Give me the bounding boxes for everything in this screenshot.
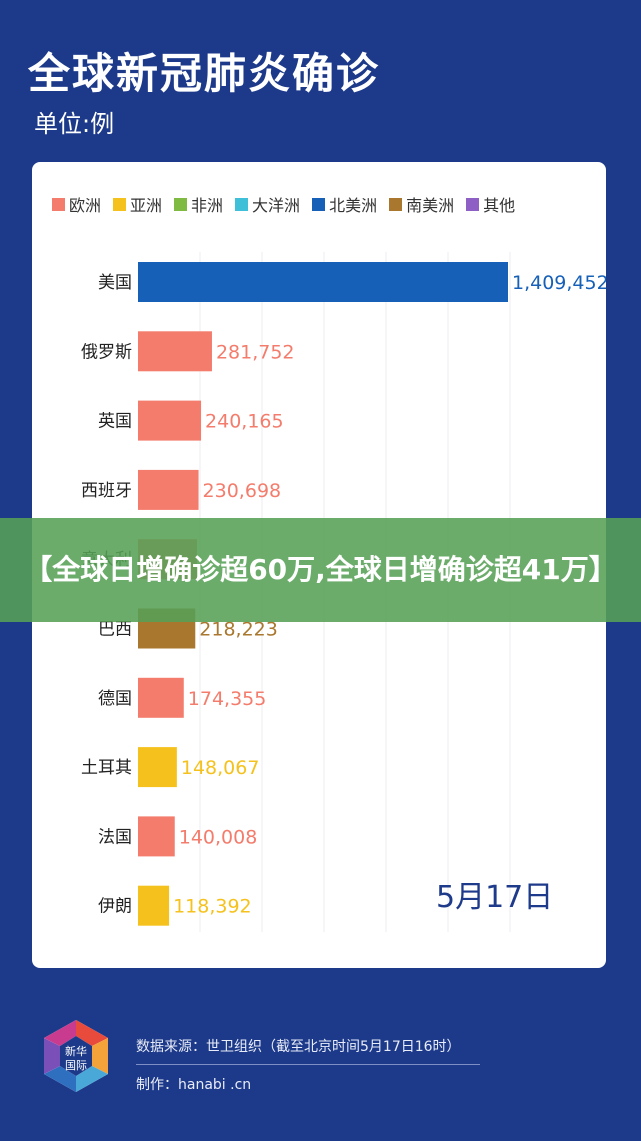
category-label: 西班牙 [81,481,132,501]
legend-swatch [174,197,188,211]
bar [138,400,202,441]
bar [138,262,508,302]
legend-item: 北美洲 [312,192,377,216]
legend-swatch [389,197,403,211]
value-label: 281,752 [216,341,295,363]
banner-text: 【全球日增确诊超60万,全球日增确诊超41万】 [24,553,617,586]
legend-item: 亚洲 [113,192,162,216]
legend-label: 欧洲 [69,196,102,215]
legend-label: 南美洲 [406,196,455,215]
date-label: 5月17日 [436,880,554,915]
bar [138,331,212,372]
value-label: 118,392 [173,896,252,918]
value-label: 140,008 [179,826,258,848]
category-label: 美国 [98,273,132,293]
legend-swatch [235,197,249,211]
legend-swatch [113,197,127,211]
category-label: 巴西 [98,620,132,640]
bar [138,747,177,788]
chart-legend: 欧洲 亚洲 非洲 大洋洲 北美洲 南美洲 其他 [52,192,515,216]
logo-text-top: 新华 [65,1044,87,1058]
legend-swatch [466,197,480,211]
category-label: 伊朗 [98,897,132,917]
value-label: 218,223 [199,619,278,641]
value-label: 1,409,452 [512,272,606,294]
bar [138,469,199,510]
value-label: 230,698 [203,480,282,502]
legend-item: 非洲 [174,192,223,216]
bar [138,885,170,926]
page-title: 全球新冠肺炎确诊 [28,49,381,98]
value-label: 148,067 [181,757,260,779]
unit-label: 单位:例 [34,110,115,138]
bar [138,677,184,718]
legend-label: 其他 [483,196,516,215]
category-label: 英国 [98,412,132,432]
legend-item: 大洋洲 [235,192,300,216]
value-label: 174,355 [188,688,267,710]
legend-label: 大洋洲 [252,196,301,215]
author-credit: 制作：hanabi .cn [136,1077,252,1093]
legend-swatch [312,197,326,211]
logo-text-bottom: 国际 [65,1059,87,1072]
value-label: 240,165 [205,411,284,433]
category-label: 德国 [98,689,132,709]
legend-item: 南美洲 [389,192,454,216]
xinhua-logo: 新华 国际 [44,1020,108,1092]
legend-label: 亚洲 [130,196,163,215]
legend-swatch [52,197,65,211]
legend-label: 非洲 [191,196,224,215]
data-source: 数据来源：世卫组织（截至北京时间5月17日16时） [136,1039,461,1055]
legend-label: 北美洲 [329,196,378,215]
legend-item: 欧洲 [52,192,101,216]
legend-item: 其他 [466,192,515,216]
category-label: 俄罗斯 [81,342,132,362]
category-label: 土耳其 [81,758,132,778]
headline-banner: 【全球日增确诊超60万,全球日增确诊超41万】 [0,518,641,622]
category-label: 法国 [98,827,132,847]
footer-divider [136,1064,480,1065]
bar [138,816,175,857]
